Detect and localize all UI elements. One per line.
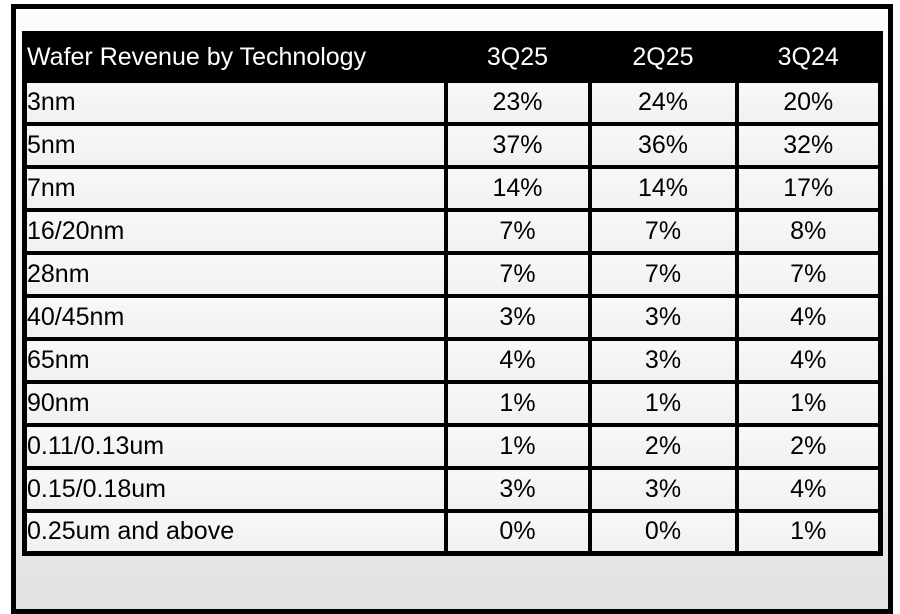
row-value: 2% — [587, 422, 739, 470]
column-header-3q25: 3Q25 — [443, 31, 592, 83]
table-row: 16/20nm 7% 7% 8% — [22, 207, 883, 255]
table-row: 0.25um and above 0% 0% 1% — [22, 508, 883, 556]
table-row: 65nm 4% 3% 4% — [22, 336, 883, 384]
row-label: 65nm — [22, 336, 448, 384]
row-label: 0.25um and above — [22, 508, 448, 556]
row-label: 7nm — [22, 164, 448, 212]
row-value: 3% — [587, 465, 739, 513]
table-row: 28nm 7% 7% 7% — [22, 250, 883, 298]
row-value: 24% — [587, 78, 739, 126]
row-value: 4% — [734, 336, 883, 384]
row-value: 1% — [734, 508, 883, 556]
slide-frame: Wafer Revenue by Technology 3Q25 2Q25 3Q… — [11, 4, 893, 614]
row-value: 7% — [443, 250, 592, 298]
row-value: 1% — [443, 379, 592, 427]
row-value: 8% — [734, 207, 883, 255]
row-value: 36% — [587, 121, 739, 169]
row-value: 4% — [734, 293, 883, 341]
table-row: 90nm 1% 1% 1% — [22, 379, 883, 427]
table-row: 40/45nm 3% 3% 4% — [22, 293, 883, 341]
row-value: 7% — [587, 207, 739, 255]
table-row: 0.15/0.18um 3% 3% 4% — [22, 465, 883, 513]
row-value: 3% — [587, 336, 739, 384]
row-label: 3nm — [22, 78, 448, 126]
row-value: 0% — [443, 508, 592, 556]
table-header-row: Wafer Revenue by Technology 3Q25 2Q25 3Q… — [22, 31, 883, 83]
table-row: 5nm 37% 36% 32% — [22, 121, 883, 169]
row-value: 7% — [587, 250, 739, 298]
row-label: 16/20nm — [22, 207, 448, 255]
row-value: 4% — [443, 336, 592, 384]
row-value: 14% — [443, 164, 592, 212]
row-value: 2% — [734, 422, 883, 470]
wafer-revenue-table: Wafer Revenue by Technology 3Q25 2Q25 3Q… — [22, 31, 883, 556]
row-value: 3% — [587, 293, 739, 341]
row-value: 3% — [443, 465, 592, 513]
row-value: 17% — [734, 164, 883, 212]
row-value: 1% — [734, 379, 883, 427]
row-value: 0% — [587, 508, 739, 556]
row-value: 1% — [587, 379, 739, 427]
row-label: 5nm — [22, 121, 448, 169]
row-label: 28nm — [22, 250, 448, 298]
column-header-2q25: 2Q25 — [587, 31, 739, 83]
row-value: 20% — [734, 78, 883, 126]
row-value: 32% — [734, 121, 883, 169]
row-value: 7% — [443, 207, 592, 255]
row-label: 0.15/0.18um — [22, 465, 448, 513]
row-value: 4% — [734, 465, 883, 513]
table-row: 7nm 14% 14% 17% — [22, 164, 883, 212]
row-value: 14% — [587, 164, 739, 212]
table-title: Wafer Revenue by Technology — [22, 31, 448, 83]
row-value: 1% — [443, 422, 592, 470]
row-value: 23% — [443, 78, 592, 126]
row-label: 90nm — [22, 379, 448, 427]
column-header-3q24: 3Q24 — [734, 31, 883, 83]
row-value: 3% — [443, 293, 592, 341]
row-value: 7% — [734, 250, 883, 298]
row-label: 40/45nm — [22, 293, 448, 341]
table-row: 3nm 23% 24% 20% — [22, 78, 883, 126]
table-row: 0.11/0.13um 1% 2% 2% — [22, 422, 883, 470]
row-label: 0.11/0.13um — [22, 422, 448, 470]
row-value: 37% — [443, 121, 592, 169]
